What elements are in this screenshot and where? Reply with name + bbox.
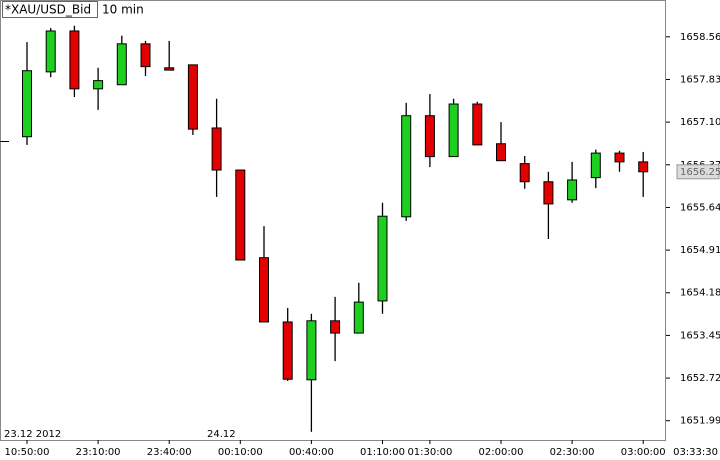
chart-subtitle: 10 min [102, 3, 144, 17]
date-label-box [205, 427, 239, 440]
bearish-body [282, 321, 293, 380]
x-tick-label: 02:00:00 [479, 447, 524, 458]
plot-frame [0, 0, 666, 441]
y-tick-label: 1654.18 [680, 288, 720, 299]
bearish-body [69, 30, 80, 90]
bearish-body [614, 152, 625, 163]
bearish-body [424, 115, 435, 158]
bearish-body [519, 163, 530, 183]
bullish-body [567, 179, 578, 201]
bullish-body [401, 115, 412, 218]
x-end-label: 03:33:30 [673, 447, 718, 458]
chart-title: *XAU/USD_Bid [5, 3, 91, 17]
bullish-body [22, 70, 32, 138]
y-tick-label: 1654.91 [680, 245, 720, 256]
y-tick-label: 1651.99 [680, 416, 720, 427]
x-tick-label: 01:10:00 [360, 447, 405, 458]
y-tick-label: 1655.64 [680, 202, 720, 213]
date-label: 24.12 [207, 429, 236, 440]
bearish-body [164, 67, 175, 71]
x-tick-label: 10:50:00 [5, 447, 50, 458]
bullish-body [116, 43, 127, 86]
bullish-body [377, 215, 388, 302]
bearish-body [235, 169, 246, 261]
bullish-body [590, 152, 601, 179]
y-tick-label: 1657.10 [680, 117, 720, 128]
title-box [2, 1, 98, 18]
x-tick-label: 23:10:00 [76, 447, 121, 458]
bearish-body [496, 143, 506, 162]
y-tick-label: 1653.45 [680, 330, 720, 341]
bearish-body [140, 43, 151, 68]
y-tick-label: 1657.83 [680, 74, 720, 85]
x-tick-label: 00:10:00 [218, 447, 263, 458]
bullish-body [45, 30, 56, 73]
bullish-body [306, 320, 317, 381]
current-price-box [676, 164, 720, 180]
x-tick-label: 01:30:00 [407, 447, 452, 458]
x-tick-label: 03:00:00 [621, 447, 666, 458]
bearish-body [187, 64, 198, 130]
bearish-body [211, 127, 222, 171]
x-tick-label: 00:40:00 [289, 447, 334, 458]
bullish-body [353, 301, 364, 334]
bearish-body [543, 181, 554, 205]
bearish-body [330, 320, 341, 334]
date-label-box [2, 427, 67, 440]
bullish-body [448, 103, 459, 158]
x-tick-label: 02:30:00 [550, 447, 595, 458]
bearish-body [638, 161, 649, 173]
bearish-body [472, 103, 483, 146]
date-label: 23.12 2012 [4, 429, 61, 440]
y-tick-label: 1652.72 [680, 373, 720, 384]
y-tick-label: 1658.56 [680, 32, 720, 43]
x-tick-label: 23:40:00 [147, 447, 192, 458]
bearish-body [259, 257, 269, 323]
current-price-label: 1656.25 [680, 167, 720, 178]
bullish-body [93, 80, 104, 90]
